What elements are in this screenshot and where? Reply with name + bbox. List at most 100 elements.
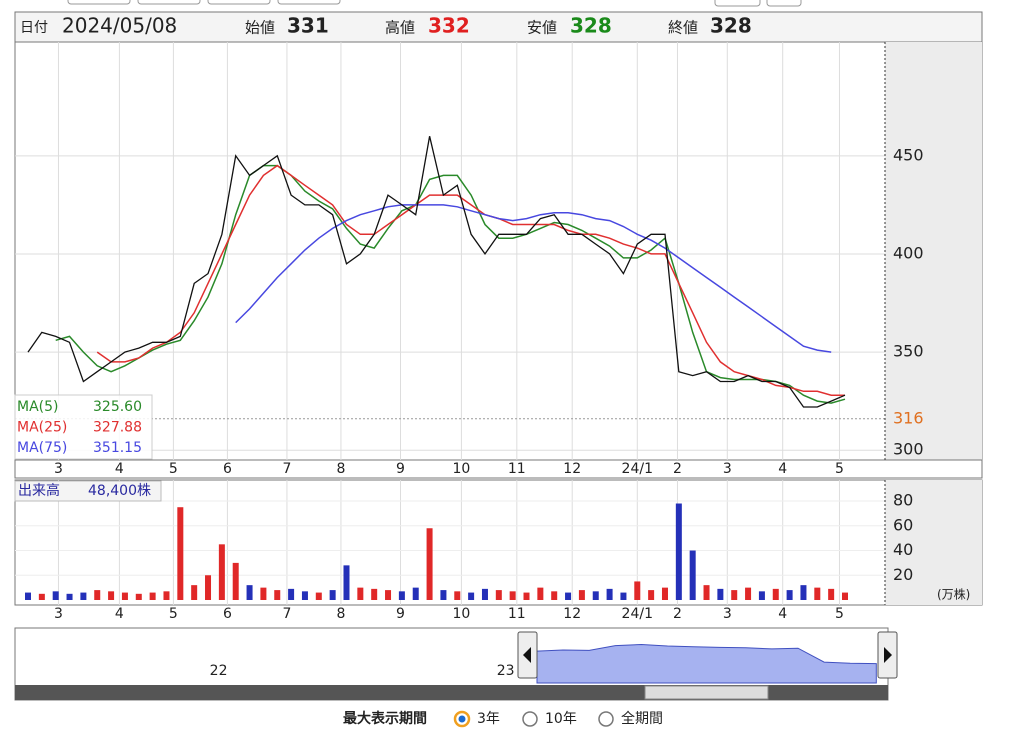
volume-bar [121, 592, 128, 600]
button[interactable] [277, 0, 341, 5]
x-tick-label: 3 [54, 606, 63, 622]
low: 328 [570, 14, 612, 38]
volume-bar [343, 565, 350, 600]
ma-line [96, 164, 845, 396]
radio[interactable] [522, 711, 538, 727]
button[interactable] [207, 0, 271, 5]
volume-bar [717, 588, 724, 600]
handle-arrow [884, 647, 892, 663]
volume-bar [675, 503, 682, 600]
volume-bar [440, 590, 447, 600]
volume-bar [177, 507, 184, 600]
radio-label[interactable]: 全期間 [621, 710, 663, 727]
radio-label[interactable]: 3年 [477, 711, 500, 727]
button[interactable] [67, 0, 131, 5]
x-tick-label: 2 [673, 606, 682, 622]
radio[interactable] [598, 711, 614, 727]
volume-bar [606, 588, 613, 600]
y-tick-label: 400 [893, 243, 924, 262]
volume-bar [412, 587, 419, 600]
volume-axis-band [885, 480, 982, 605]
close-label: 終値 [668, 19, 698, 37]
volume-title: 出来高 [18, 482, 60, 499]
price-axis-band [885, 42, 982, 460]
volume-bar [703, 585, 710, 600]
high-label: 高値 [385, 19, 415, 37]
x-tick-label: 6 [223, 606, 232, 622]
legend-value: 325.60 [93, 399, 142, 415]
volume-bar [481, 588, 488, 600]
button[interactable] [766, 0, 802, 7]
x-tick-label: 24/1 [622, 461, 653, 477]
volume-bar [94, 590, 101, 600]
handle-arrow [523, 647, 531, 663]
scroll-thumb[interactable] [644, 685, 769, 700]
button[interactable] [714, 0, 761, 7]
volume-bar [25, 592, 31, 600]
volume-bar [274, 590, 281, 600]
volume-bar [163, 591, 170, 600]
legend-value: 351.15 [93, 440, 142, 456]
x-tick-label: 3 [723, 461, 732, 477]
y-tick-label: 450 [893, 145, 924, 164]
volume-bar [634, 581, 641, 600]
volume-latest: 48,400株 [88, 483, 151, 499]
open: 331 [287, 14, 329, 38]
volume-title-box [14, 480, 162, 502]
x-tick-label: 2 [673, 461, 682, 477]
x-tick-label: 3 [54, 461, 63, 477]
volume-bar [814, 587, 821, 600]
price-line [27, 136, 846, 408]
y-tick-label: 20 [893, 565, 913, 584]
volume-bar [149, 592, 156, 600]
x-tick-label: 12 [563, 461, 581, 477]
high: 332 [428, 14, 470, 38]
x-tick-label: 3 [723, 606, 732, 622]
ma-line [235, 204, 832, 353]
volume-bar [828, 588, 835, 600]
volume-bar [371, 588, 378, 600]
volume-bar [357, 587, 364, 600]
open-label: 始値 [245, 19, 275, 37]
x-tick-label: 5 [169, 606, 178, 622]
date-label: 日付 [20, 20, 48, 36]
volume-bar [205, 575, 212, 600]
volume-bar [509, 591, 516, 600]
volume-bar [218, 544, 225, 600]
volume-bar [772, 588, 779, 600]
volume-bar [329, 590, 336, 600]
y-tick-label: 80 [893, 491, 913, 510]
y-tick-label: 350 [893, 342, 924, 361]
volume-bar [66, 593, 73, 600]
volume-bar [288, 588, 295, 600]
volume-bar [648, 590, 655, 600]
navigator-area [536, 643, 877, 684]
navigator-label: 22 [210, 663, 228, 679]
x-tick-label: 10 [453, 461, 471, 477]
x-tick-label: 7 [282, 461, 291, 477]
volume-bar [842, 592, 848, 600]
volume-bar [232, 562, 239, 600]
volume-bar [758, 591, 765, 600]
volume-bar [385, 590, 392, 600]
ma-line [55, 164, 846, 404]
legend-box [14, 394, 153, 460]
y-tick-label: 40 [893, 540, 913, 559]
volume-bar [246, 585, 253, 600]
current-price-label: 316 [893, 408, 924, 427]
x-tick-label: 9 [396, 606, 405, 622]
volume-bar [731, 590, 738, 600]
radio-label[interactable]: 10年 [545, 711, 577, 727]
x-tick-label: 5 [835, 461, 844, 477]
button[interactable] [137, 0, 201, 5]
date: 2024/05/08 [62, 14, 177, 38]
volume-bar [135, 593, 142, 600]
x-tick-label: 5 [169, 461, 178, 477]
legend-name: MA(5) [17, 399, 59, 415]
volume-bar [191, 585, 198, 600]
radio-dot [458, 715, 466, 723]
x-tick-label: 11 [508, 606, 526, 622]
close: 328 [710, 14, 752, 38]
legend-name: MA(25) [17, 420, 67, 436]
